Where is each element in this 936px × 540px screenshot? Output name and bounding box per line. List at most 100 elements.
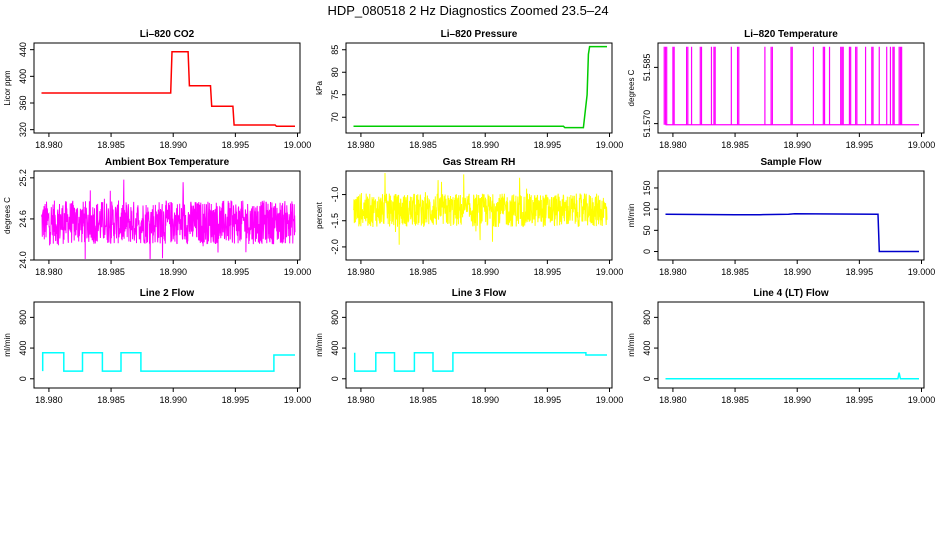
series-line [353,172,608,245]
plot-frame [657,170,925,261]
x-tick-label: 18.995 [222,267,250,277]
x-tick-label: 19.000 [908,267,936,277]
x-tick-label: 18.995 [846,140,874,150]
y-tick-label: 80 [330,67,340,77]
plot-area [353,45,607,129]
y-tick-label: 800 [18,310,28,325]
x-tick-label: 18.980 [35,140,63,150]
y-tick-label: 51.585 [642,54,652,82]
y-axis-label: percent [315,201,324,228]
x-tick-label: 18.990 [783,395,811,405]
x-tick-label: 18.990 [159,140,187,150]
y-axis-label: degrees C [3,197,12,234]
x-tick-label: 18.995 [846,395,874,405]
x-tick-label: 19.000 [596,140,624,150]
y-axis-label: ml/min [315,333,324,357]
y-tick-label: 320 [18,122,28,137]
y-tick-label: 75 [330,90,340,100]
x-tick-label: 18.985 [721,267,749,277]
y-tick-label: 85 [330,45,340,55]
chart-panel: Li–820 Pressure kPa 18.980 18.985 18.990 18.9… [315,29,623,150]
chart-title: Sample Flow [760,157,821,168]
y-tick-label: -2.0 [330,239,340,255]
series-line [665,213,919,253]
x-tick-label: 19.000 [908,140,936,150]
chart-title: Li–820 CO2 [140,29,195,40]
y-tick-label: 800 [330,310,340,325]
chart-title: Ambient Box Temperature [105,157,230,168]
plot-frame [33,301,301,389]
x-tick-label: 19.000 [284,267,312,277]
x-tick-label: 18.980 [659,395,687,405]
y-tick-label: 400 [330,341,340,356]
plot-frame [657,42,925,134]
x-tick-label: 19.000 [596,267,624,277]
y-tick-label: 800 [642,310,652,325]
x-tick-label: 18.995 [534,140,562,150]
y-axis-label: ml/min [3,333,12,357]
chart-title: Li–820 Pressure [441,29,518,40]
series-line [353,45,607,129]
y-tick-label: -1.5 [330,213,340,229]
chart-panel: Gas Stream RH percent 18.980 18.985 18.990 18… [315,157,623,277]
x-tick-label: 18.985 [721,395,749,405]
chart-panel: Sample Flow ml/min 18.980 18.985 18.990 18.99… [627,157,935,277]
y-tick-label: 25.2 [18,169,28,187]
y-tick-label: 400 [18,341,28,356]
y-tick-label: 400 [18,69,28,84]
x-tick-label: 19.000 [284,140,312,150]
plot-area [663,46,920,126]
x-tick-label: 18.985 [409,140,437,150]
y-tick-label: 50 [642,225,652,235]
y-tick-label: 150 [642,180,652,195]
series-line [41,351,295,372]
x-tick-label: 18.995 [846,267,874,277]
plot-frame [345,301,613,389]
y-tick-label: 0 [642,376,652,381]
x-tick-label: 18.985 [409,267,437,277]
x-tick-label: 18.990 [159,267,187,277]
page-title: HDP_080518 2 Hz Diagnostics Zoomed 23.5–… [327,3,608,18]
plot-frame [345,42,613,134]
x-tick-label: 18.985 [97,395,125,405]
plot-frame [33,42,301,134]
chart-panel: Line 3 Flow ml/min 18.980 18.985 18.990 18.99… [315,288,623,405]
plot-frame [33,170,301,261]
plot-area [665,372,919,380]
plot-area [41,50,295,128]
series-line [41,179,296,259]
x-tick-label: 18.980 [347,267,375,277]
y-tick-label: -1.0 [330,187,340,203]
plot-frame [345,170,613,261]
chart-panel: Line 4 (LT) Flow ml/min 18.980 18.985 18.990… [627,288,935,405]
x-tick-label: 18.990 [783,267,811,277]
y-tick-label: 440 [18,42,28,57]
y-axis-label: ml/min [627,333,636,357]
y-tick-label: 51.570 [642,110,652,138]
chart-title: Li–820 Temperature [744,29,838,40]
plot-area [665,213,919,253]
x-tick-label: 18.985 [409,395,437,405]
x-tick-label: 18.990 [783,140,811,150]
series-line [353,351,607,372]
chart-title: Line 2 Flow [140,288,195,299]
y-axis-label: ml/min [627,204,636,228]
x-tick-label: 18.980 [347,395,375,405]
y-tick-label: 0 [18,376,28,381]
chart-panel: Li–820 Temperature degrees C 18.980 18.985 1… [627,29,935,150]
chart-panel: Ambient Box Temperature degrees C 18.980 18… [3,157,311,277]
x-tick-label: 19.000 [908,395,936,405]
x-tick-label: 18.985 [97,140,125,150]
y-axis-label: degrees C [627,69,636,106]
y-tick-label: 24.0 [18,251,28,269]
x-tick-label: 18.980 [347,140,375,150]
x-tick-label: 18.990 [471,395,499,405]
chart-title: Gas Stream RH [443,157,516,168]
plot-area [41,179,296,259]
y-tick-label: 0 [330,376,340,381]
plot-area [353,172,608,245]
x-tick-label: 18.980 [659,267,687,277]
x-tick-label: 18.980 [659,140,687,150]
x-tick-label: 18.995 [534,267,562,277]
